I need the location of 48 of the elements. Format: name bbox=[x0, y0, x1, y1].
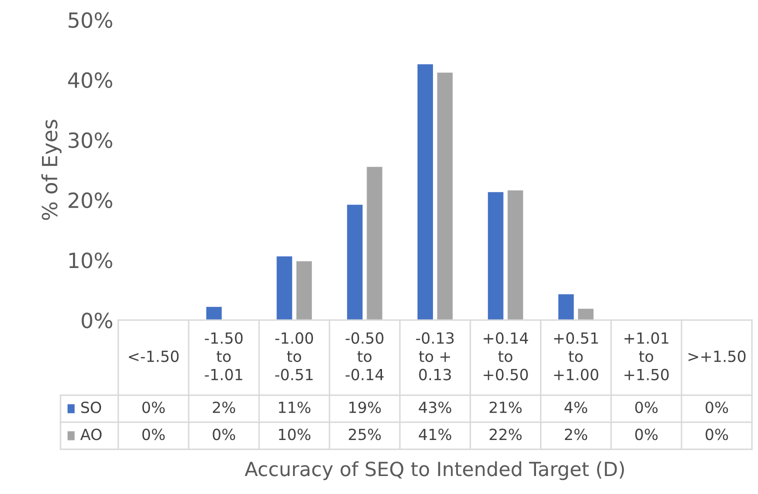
bar bbox=[417, 64, 433, 320]
bar bbox=[347, 204, 363, 320]
x-tick-label: <-1.50 bbox=[128, 350, 179, 362]
data-label: 2% bbox=[564, 428, 588, 440]
x-tick-label: -0.50 to -0.14 bbox=[346, 332, 384, 380]
bar bbox=[437, 72, 453, 320]
y-tick-label: 30% bbox=[68, 132, 112, 148]
x-tick-label: -1.00 to -0.51 bbox=[275, 332, 314, 380]
bar bbox=[488, 192, 504, 320]
bar bbox=[578, 308, 594, 320]
data-label: 19% bbox=[349, 402, 381, 414]
data-label: 43% bbox=[418, 402, 452, 414]
data-label: 2% bbox=[212, 402, 236, 414]
bar bbox=[296, 261, 312, 320]
bar bbox=[276, 256, 292, 320]
data-label: 22% bbox=[490, 428, 522, 440]
y-tick-label: 10% bbox=[69, 252, 112, 268]
x-tick-label: +1.01 to +1.50 bbox=[624, 332, 669, 380]
data-label: 0% bbox=[142, 402, 165, 414]
bar bbox=[206, 306, 222, 320]
data-label: 0% bbox=[706, 428, 728, 440]
data-label: 0% bbox=[212, 428, 236, 440]
x-tick-label: >+1.50 bbox=[688, 350, 746, 362]
data-label: 0% bbox=[635, 402, 658, 414]
data-label: 11% bbox=[278, 402, 310, 414]
x-tick-label: -0.13 to + 0.13 bbox=[416, 332, 454, 380]
y-tick-label: 0% bbox=[82, 312, 112, 328]
data-label: 4% bbox=[564, 402, 588, 414]
bar bbox=[558, 294, 574, 320]
data-label: 25% bbox=[348, 428, 381, 440]
data-label: 0% bbox=[142, 428, 165, 440]
data-label: 41% bbox=[418, 428, 452, 440]
data-label: 21% bbox=[490, 402, 522, 414]
x-tick-label: -1.50 to -1.01 bbox=[204, 332, 243, 380]
bar bbox=[366, 166, 382, 320]
x-tick-label: +0.14 to +0.50 bbox=[484, 332, 528, 380]
bar bbox=[508, 190, 524, 320]
y-tick-label: 40% bbox=[68, 72, 112, 88]
legend-label: SO bbox=[81, 402, 102, 414]
data-label: 0% bbox=[635, 428, 658, 440]
y-axis-title: % of Eyes bbox=[41, 120, 62, 220]
x-axis-title: Accuracy of SEQ to Intended Target (D) bbox=[244, 461, 624, 480]
y-tick-label: 50% bbox=[68, 12, 112, 28]
legend-label: AO bbox=[80, 428, 102, 440]
data-label: 0% bbox=[706, 402, 728, 414]
data-label: 10% bbox=[278, 428, 310, 440]
y-tick-label: 20% bbox=[68, 192, 112, 208]
x-tick-label: +0.51 to +1.00 bbox=[554, 332, 598, 380]
